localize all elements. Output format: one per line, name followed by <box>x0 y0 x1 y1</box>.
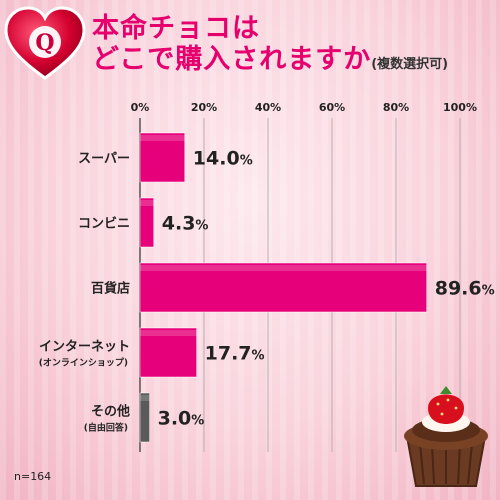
category-sublabel: (オンラインショップ) <box>39 357 128 369</box>
bar-highlight <box>140 135 185 141</box>
title-line-2: どこで購入されますか(複数選択可) <box>92 44 448 81</box>
tick-label: 0% <box>131 101 150 114</box>
bar <box>139 262 427 313</box>
title-note: (複数選択可) <box>371 57 449 72</box>
bar-highlight <box>140 330 197 336</box>
tick-label: 60% <box>319 101 345 114</box>
bar <box>139 132 186 183</box>
heart-icon: Q <box>4 6 86 80</box>
value-label: 3.0% <box>158 408 205 430</box>
bar-highlight <box>140 395 150 401</box>
tick-label: 40% <box>255 101 281 114</box>
tick-label: 80% <box>383 101 409 114</box>
bar <box>139 392 150 443</box>
title-line-2-text: どこで購入されますか <box>92 44 372 75</box>
tick-label: 20% <box>191 101 217 114</box>
title-line-1: 本命チョコは <box>92 13 260 44</box>
category-sublabel: (自由回答) <box>84 422 128 434</box>
value-label: 14.0% <box>193 148 253 170</box>
bar <box>139 327 197 378</box>
badge-letter: Q <box>35 30 54 56</box>
page-title: 本命チョコは どこで購入されますか(複数選択可) <box>92 14 448 81</box>
bar-highlight <box>140 200 154 206</box>
chocolate-cake-icon <box>404 386 488 487</box>
category-label: コンビニ <box>78 216 130 232</box>
bar <box>139 197 155 248</box>
value-label: 89.6% <box>435 278 495 300</box>
category-label: 百貨店 <box>91 281 130 297</box>
category-label: その他 <box>91 404 130 420</box>
bar-highlight <box>140 265 427 271</box>
value-label: 4.3% <box>162 213 209 235</box>
sample-size: n=164 <box>14 470 52 483</box>
category-label: スーパー <box>78 152 130 167</box>
category-label: インターネット <box>39 340 130 355</box>
value-label: 17.7% <box>205 343 265 365</box>
tick-label: 100% <box>443 101 477 114</box>
